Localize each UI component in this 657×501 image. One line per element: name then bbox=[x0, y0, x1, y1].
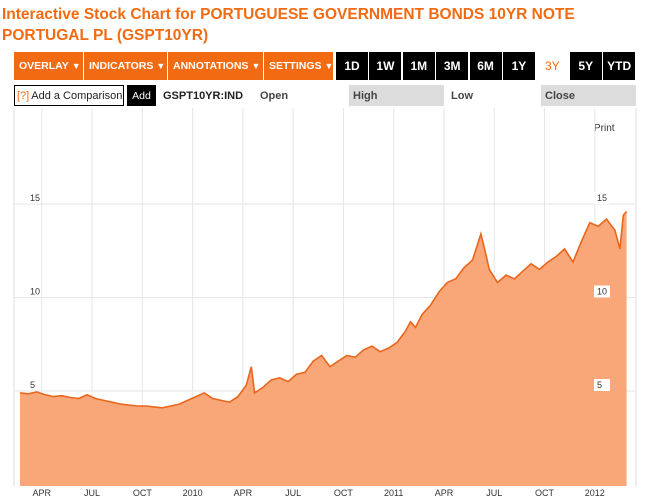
settings-menu-button[interactable]: SETTINGS ▼ bbox=[264, 52, 334, 80]
add-comparison-placeholder: Add a Comparison bbox=[31, 89, 123, 102]
indicators-menu-label: INDICATORS bbox=[89, 60, 154, 72]
add-comparison-input[interactable]: [?] Add a Comparison bbox=[14, 85, 124, 106]
y-tick-label-left: 15 bbox=[30, 193, 40, 203]
range-button-3y[interactable]: 3Y bbox=[536, 52, 569, 80]
x-tick-label: APR bbox=[33, 488, 52, 498]
x-tick-label: 2010 bbox=[183, 488, 203, 498]
x-tick-label: APR bbox=[234, 488, 253, 498]
range-button-3m[interactable]: 3M bbox=[436, 52, 469, 80]
x-tick-label: JUL bbox=[84, 488, 100, 498]
range-button-1w[interactable]: 1W bbox=[369, 52, 402, 80]
range-button-1y[interactable]: 1Y bbox=[502, 52, 535, 80]
x-tick-label: JUL bbox=[285, 488, 301, 498]
range-button-5y[interactable]: 5Y bbox=[569, 52, 602, 80]
y-label-bg bbox=[594, 285, 610, 298]
x-tick-label: 2012 bbox=[585, 488, 605, 498]
high-label: High bbox=[349, 85, 444, 106]
y-tick-label-left: 5 bbox=[30, 380, 35, 390]
annotations-menu-button[interactable]: ANNOTATIONS ▼ bbox=[168, 52, 264, 80]
chevron-down-icon: ▼ bbox=[156, 61, 166, 71]
x-tick-label: 2011 bbox=[384, 488, 403, 498]
overlay-menu-label: OVERLAY bbox=[19, 60, 69, 72]
indicators-menu-button[interactable]: INDICATORS ▼ bbox=[84, 52, 168, 80]
print-link[interactable]: Print bbox=[594, 123, 615, 134]
y-tick-label-right: 5 bbox=[597, 380, 602, 390]
y-tick-label-right: 10 bbox=[597, 287, 607, 297]
chevron-down-icon: ▼ bbox=[324, 61, 334, 71]
range-button-ytd[interactable]: YTD bbox=[603, 52, 636, 80]
range-button-6m[interactable]: 6M bbox=[469, 52, 502, 80]
y-label-bg bbox=[594, 192, 610, 204]
x-tick-label: OCT bbox=[535, 488, 555, 498]
price-line bbox=[19, 210, 628, 409]
overlay-menu-button[interactable]: OVERLAY ▼ bbox=[14, 52, 84, 80]
y-label-bg bbox=[594, 379, 610, 391]
range-button-1m[interactable]: 1M bbox=[402, 52, 435, 80]
close-label: Close bbox=[541, 85, 636, 106]
page-title: Interactive Stock Chart for PORTUGUESE G… bbox=[2, 6, 575, 44]
range-selector: 1D 1W 1M 3M 6M 1Y 3Y 5Y YTD bbox=[336, 52, 637, 80]
x-tick-label: JUL bbox=[486, 488, 502, 498]
x-tick-label: APR bbox=[435, 488, 454, 498]
y-tick-label-left: 10 bbox=[30, 287, 40, 297]
add-comparison-button[interactable]: Add bbox=[127, 85, 156, 106]
help-icon[interactable]: [?] bbox=[17, 89, 30, 102]
chevron-down-icon: ▼ bbox=[71, 61, 81, 71]
x-tick-label: OCT bbox=[133, 488, 153, 498]
y-tick-label-right: 15 bbox=[597, 193, 607, 203]
ticker-symbol: GSPT10YR:IND bbox=[159, 85, 252, 106]
low-label: Low bbox=[447, 85, 537, 106]
price-area bbox=[20, 211, 627, 486]
settings-menu-label: SETTINGS bbox=[269, 60, 322, 72]
chevron-down-icon: ▼ bbox=[251, 61, 261, 71]
annotations-menu-label: ANNOTATIONS bbox=[173, 60, 249, 72]
open-label: Open bbox=[256, 85, 345, 106]
x-tick-label: OCT bbox=[334, 488, 354, 498]
range-button-1d[interactable]: 1D bbox=[336, 52, 368, 80]
chart-toolbar: OVERLAY ▼ INDICATORS ▼ ANNOTATIONS ▼ SET… bbox=[14, 52, 334, 80]
